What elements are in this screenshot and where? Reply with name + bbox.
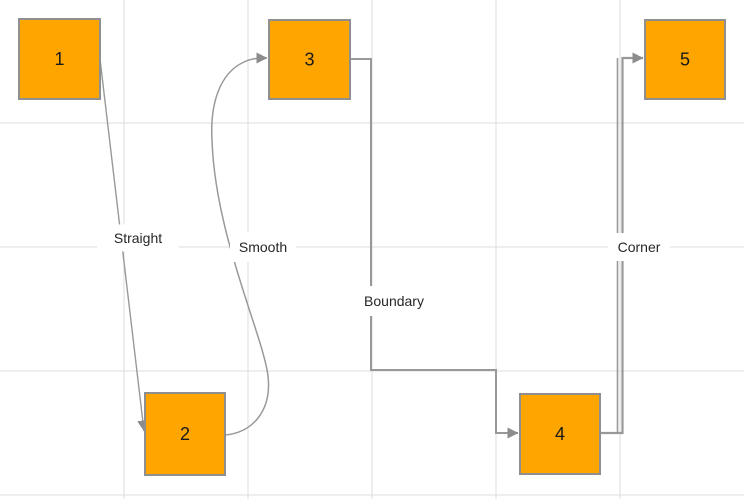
node-layer: 1 2 3 4 5 (18, 18, 726, 476)
node-shape[interactable] (519, 393, 601, 475)
edge-layer: Straight Smooth Boundary Corner (97, 52, 670, 439)
edge-label-background (608, 233, 670, 261)
edge-label-smooth[interactable]: Smooth (239, 239, 287, 255)
edge-boundary[interactable]: Boundary (350, 58, 519, 439)
edge-label-boundary[interactable]: Boundary (364, 293, 424, 309)
edge-smooth[interactable]: Smooth (211, 52, 296, 436)
node-shape[interactable] (644, 19, 726, 100)
edge-label-background (230, 232, 296, 262)
edge-corner[interactable]: Corner (600, 52, 670, 435)
edge-label-background (352, 286, 436, 316)
node-label-5: 5 (680, 50, 690, 70)
node-2[interactable]: 2 (144, 392, 226, 476)
node-5[interactable]: 5 (644, 19, 726, 100)
node-label-3: 3 (304, 50, 314, 70)
edge-path-smooth[interactable] (211, 52, 270, 436)
edge-label-straight[interactable]: Straight (114, 230, 162, 246)
edge-path-boundary[interactable] (350, 58, 519, 439)
node-1[interactable]: 1 (18, 18, 101, 100)
node-shape[interactable] (268, 19, 351, 100)
edge-label-corner[interactable]: Corner (618, 239, 661, 255)
node-label-1: 1 (54, 49, 64, 69)
node-label-4: 4 (555, 424, 565, 444)
node-4[interactable]: 4 (519, 393, 601, 475)
node-shape[interactable] (18, 18, 101, 100)
edge-straight[interactable]: Straight (97, 58, 179, 432)
node-3[interactable]: 3 (268, 19, 351, 100)
edge-label-background (97, 224, 179, 252)
node-shape[interactable] (144, 392, 226, 476)
node-label-2: 2 (180, 424, 190, 444)
